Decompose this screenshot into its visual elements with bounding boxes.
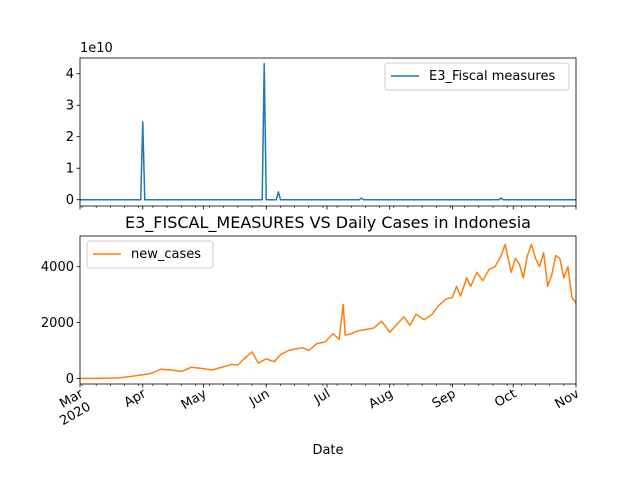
fiscal-measures-series-layer [80, 62, 576, 201]
y-tick-label: 0 [66, 193, 74, 208]
daily-cases-series-layer [79, 243, 577, 380]
fiscal-measures-legend: E3_Fiscal measures [384, 62, 570, 91]
daily-cases-legend-label: new_cases [131, 247, 201, 262]
y-tick-label: 4 [66, 67, 74, 82]
daily-cases-y-axis: 0 2000 4000 [41, 260, 80, 387]
fiscal-measures-axes-frame [79, 57, 577, 207]
fiscal-measures-legend-box [384, 62, 570, 91]
chart-title: E3_FISCAL_MEASURES VS Daily Cases in Ind… [125, 213, 531, 233]
fiscal-measures-y-axis: 0 1 2 3 4 [66, 67, 80, 208]
y-tick-label: 3 [66, 99, 74, 114]
x-tick-label: Jul [311, 386, 333, 407]
daily-cases-axes-frame [79, 235, 577, 385]
y-tick-label: 4000 [41, 260, 74, 275]
y-tick-label: 2000 [41, 316, 74, 331]
daily-cases-legend: new_cases [86, 240, 214, 269]
x-axis-label: Date [312, 443, 343, 458]
fiscal-measures-panel: 0 1 2 3 4 1e10 E3_Fiscal measures [66, 41, 577, 210]
y-tick-label: 2 [66, 130, 74, 145]
y-tick-label: 1 [66, 162, 74, 177]
fiscal-measures-legend-label: E3_Fiscal measures [429, 69, 555, 84]
fiscal-measures-scale-label: 1e10 [80, 41, 113, 56]
daily-cases-legend-box [86, 240, 214, 269]
new-cases-line [79, 243, 577, 380]
y-tick-label: 0 [66, 372, 74, 387]
fiscal-measures-line [80, 62, 576, 201]
